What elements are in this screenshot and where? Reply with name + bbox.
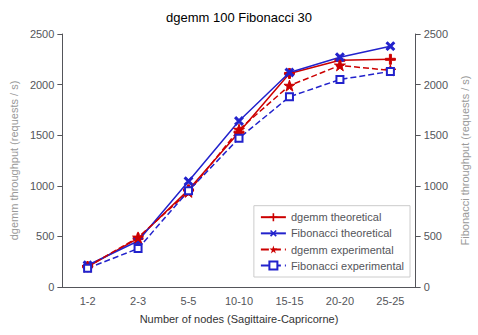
svg-text:2000: 2000 [424,79,448,91]
svg-text:Fibonacci theoretical: Fibonacci theoretical [291,227,392,239]
svg-text:1500: 1500 [30,129,54,141]
svg-text:1500: 1500 [424,129,448,141]
svg-text:1-2: 1-2 [80,295,96,307]
svg-text:Fibonacci experimental: Fibonacci experimental [291,260,404,272]
svg-text:500: 500 [36,230,54,242]
svg-text:1000: 1000 [424,180,448,192]
svg-text:Fibonacci throughput (requests: Fibonacci throughput (requests / s) [459,76,471,246]
svg-text:2000: 2000 [30,79,54,91]
svg-text:0: 0 [48,281,54,293]
svg-text:0: 0 [424,281,430,293]
svg-text:dgemm experimental: dgemm experimental [291,244,394,256]
svg-text:2-3: 2-3 [130,295,146,307]
svg-text:20-20: 20-20 [326,295,354,307]
svg-text:2500: 2500 [30,28,54,40]
svg-text:dgemm theoretical: dgemm theoretical [291,211,382,223]
svg-text:5-5: 5-5 [181,295,197,307]
svg-text:Number of nodes (Sagittaire-Ca: Number of nodes (Sagittaire-Capricorne) [140,313,339,325]
svg-text:2500: 2500 [424,28,448,40]
svg-text:500: 500 [424,230,442,242]
svg-text:25-25: 25-25 [376,295,404,307]
svg-text:1000: 1000 [30,180,54,192]
svg-text:dgemm throughput (requests / s: dgemm throughput (requests / s) [8,81,20,241]
svg-text:dgemm 100 Fibonacci 30: dgemm 100 Fibonacci 30 [166,10,312,25]
svg-text:15-15: 15-15 [275,295,303,307]
svg-text:10-10: 10-10 [225,295,253,307]
